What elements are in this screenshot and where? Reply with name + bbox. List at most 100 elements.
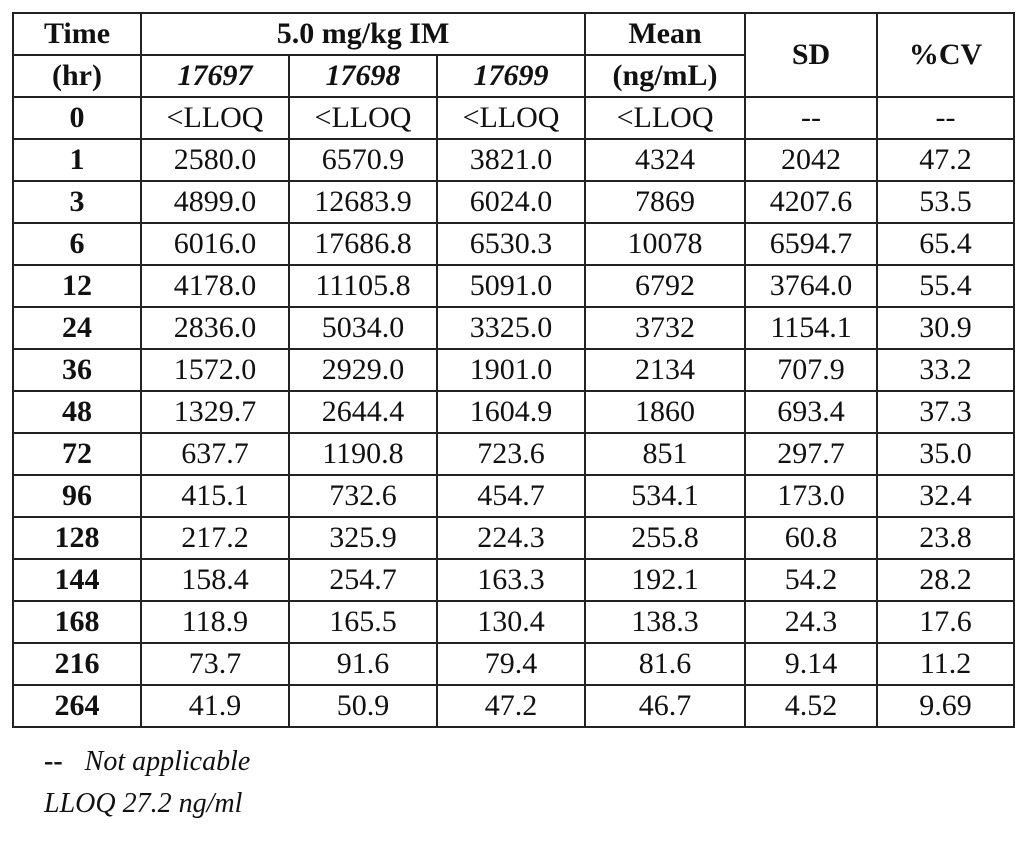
subject-2-cell: 91.6 xyxy=(288,642,438,686)
mean-cell: 3732 xyxy=(584,306,747,350)
sd-cell: 60.8 xyxy=(744,516,879,560)
subject-2-cell: 5034.0 xyxy=(288,306,438,350)
subject-3-cell: 6024.0 xyxy=(435,180,587,224)
cv-cell: 35.0 xyxy=(876,432,1016,476)
subject-3-cell: 3821.0 xyxy=(435,138,587,182)
mean-cell: 1860 xyxy=(584,390,747,434)
subject-2-cell: 6570.9 xyxy=(288,138,438,182)
subject-3-cell: 1901.0 xyxy=(435,348,587,392)
subject-2-cell: 12683.9 xyxy=(288,180,438,224)
sd-cell: 1154.1 xyxy=(744,306,879,350)
sd-cell: 2042 xyxy=(744,138,879,182)
sd-cell: 6594.7 xyxy=(744,222,879,266)
table-row: 24 2836.0 5034.0 3325.0 3732 1154.1 30.9 xyxy=(12,306,1016,350)
table-row: 144 158.4 254.7 163.3 192.1 54.2 28.2 xyxy=(12,558,1016,602)
sd-cell: 693.4 xyxy=(744,390,879,434)
header-subject-1: 17697 xyxy=(140,54,290,98)
cv-cell: 37.3 xyxy=(876,390,1016,434)
subject-1-cell: 41.9 xyxy=(140,684,290,728)
table-row: 264 41.9 50.9 47.2 46.7 4.52 9.69 xyxy=(12,684,1016,728)
header-sd: SD xyxy=(744,12,879,98)
header-mean-unit: (ng/mL) xyxy=(584,54,747,98)
time-cell: 24 xyxy=(12,306,142,350)
cv-cell: 11.2 xyxy=(876,642,1016,686)
mean-cell: 81.6 xyxy=(584,642,747,686)
sd-cell: -- xyxy=(744,96,879,140)
mean-cell: 6792 xyxy=(584,264,747,308)
subject-1-cell: 2580.0 xyxy=(140,138,290,182)
subject-1-cell: 1329.7 xyxy=(140,390,290,434)
cv-cell: 47.2 xyxy=(876,138,1016,182)
subject-3-cell: <LLOQ xyxy=(435,96,587,140)
mean-cell: 4324 xyxy=(584,138,747,182)
cv-cell: 9.69 xyxy=(876,684,1016,728)
subject-2-cell: 11105.8 xyxy=(288,264,438,308)
cv-cell: 32.4 xyxy=(876,474,1016,518)
sd-cell: 4.52 xyxy=(744,684,879,728)
table-row: 72 637.7 1190.8 723.6 851 297.7 35.0 xyxy=(12,432,1016,476)
header-cv: %CV xyxy=(876,12,1016,98)
table-row: 0 <LLOQ <LLOQ <LLOQ <LLOQ -- -- xyxy=(12,96,1016,140)
cv-cell: 65.4 xyxy=(876,222,1016,266)
subject-2-cell: 165.5 xyxy=(288,600,438,644)
mean-cell: 10078 xyxy=(584,222,747,266)
subject-3-cell: 224.3 xyxy=(435,516,587,560)
time-cell: 3 xyxy=(12,180,142,224)
footnote-mark: -- xyxy=(44,746,63,777)
subject-2-cell: 325.9 xyxy=(288,516,438,560)
cv-cell: 17.6 xyxy=(876,600,1016,644)
table-row: 1 2580.0 6570.9 3821.0 4324 2042 47.2 xyxy=(12,138,1016,182)
cv-cell: 55.4 xyxy=(876,264,1016,308)
mean-cell: 255.8 xyxy=(584,516,747,560)
subject-3-cell: 47.2 xyxy=(435,684,587,728)
subject-3-cell: 723.6 xyxy=(435,432,587,476)
subject-1-cell: 637.7 xyxy=(140,432,290,476)
table-row: 48 1329.7 2644.4 1604.9 1860 693.4 37.3 xyxy=(12,390,1016,434)
subject-3-cell: 79.4 xyxy=(435,642,587,686)
subject-1-cell: <LLOQ xyxy=(140,96,290,140)
subject-3-cell: 163.3 xyxy=(435,558,587,602)
footnote-not-applicable: -- Not applicable xyxy=(44,744,250,780)
subject-1-cell: 6016.0 xyxy=(140,222,290,266)
subject-2-cell: <LLOQ xyxy=(288,96,438,140)
time-cell: 48 xyxy=(12,390,142,434)
time-cell: 96 xyxy=(12,474,142,518)
subject-2-cell: 732.6 xyxy=(288,474,438,518)
subject-3-cell: 3325.0 xyxy=(435,306,587,350)
table-row: 12 4178.0 11105.8 5091.0 6792 3764.0 55.4 xyxy=(12,264,1016,308)
mean-cell: 192.1 xyxy=(584,558,747,602)
table-row: 3 4899.0 12683.9 6024.0 7869 4207.6 53.5 xyxy=(12,180,1016,224)
time-cell: 216 xyxy=(12,642,142,686)
mean-cell: 2134 xyxy=(584,348,747,392)
subject-3-cell: 5091.0 xyxy=(435,264,587,308)
subject-3-cell: 130.4 xyxy=(435,600,587,644)
time-cell: 12 xyxy=(12,264,142,308)
pk-concentration-table: Time 5.0 mg/kg IM Mean SD %CV (hr) 17697… xyxy=(12,12,1016,728)
subject-3-cell: 454.7 xyxy=(435,474,587,518)
sd-cell: 3764.0 xyxy=(744,264,879,308)
subject-2-cell: 254.7 xyxy=(288,558,438,602)
mean-cell: 7869 xyxy=(584,180,747,224)
table-row: 36 1572.0 2929.0 1901.0 2134 707.9 33.2 xyxy=(12,348,1016,392)
time-cell: 36 xyxy=(12,348,142,392)
time-cell: 6 xyxy=(12,222,142,266)
cv-cell: 28.2 xyxy=(876,558,1016,602)
sd-cell: 707.9 xyxy=(744,348,879,392)
time-cell: 128 xyxy=(12,516,142,560)
subject-1-cell: 73.7 xyxy=(140,642,290,686)
sd-cell: 297.7 xyxy=(744,432,879,476)
subject-2-cell: 1190.8 xyxy=(288,432,438,476)
footnote-lloq: LLOQ 27.2 ng/ml xyxy=(44,788,243,819)
subject-2-cell: 2929.0 xyxy=(288,348,438,392)
subject-1-cell: 1572.0 xyxy=(140,348,290,392)
sd-cell: 54.2 xyxy=(744,558,879,602)
time-cell: 168 xyxy=(12,600,142,644)
table-row: 168 118.9 165.5 130.4 138.3 24.3 17.6 xyxy=(12,600,1016,644)
subject-1-cell: 158.4 xyxy=(140,558,290,602)
subject-1-cell: 4178.0 xyxy=(140,264,290,308)
subject-2-cell: 50.9 xyxy=(288,684,438,728)
subject-1-cell: 4899.0 xyxy=(140,180,290,224)
cv-cell: 33.2 xyxy=(876,348,1016,392)
header-subject-2: 17698 xyxy=(288,54,438,98)
mean-cell: <LLOQ xyxy=(584,96,747,140)
